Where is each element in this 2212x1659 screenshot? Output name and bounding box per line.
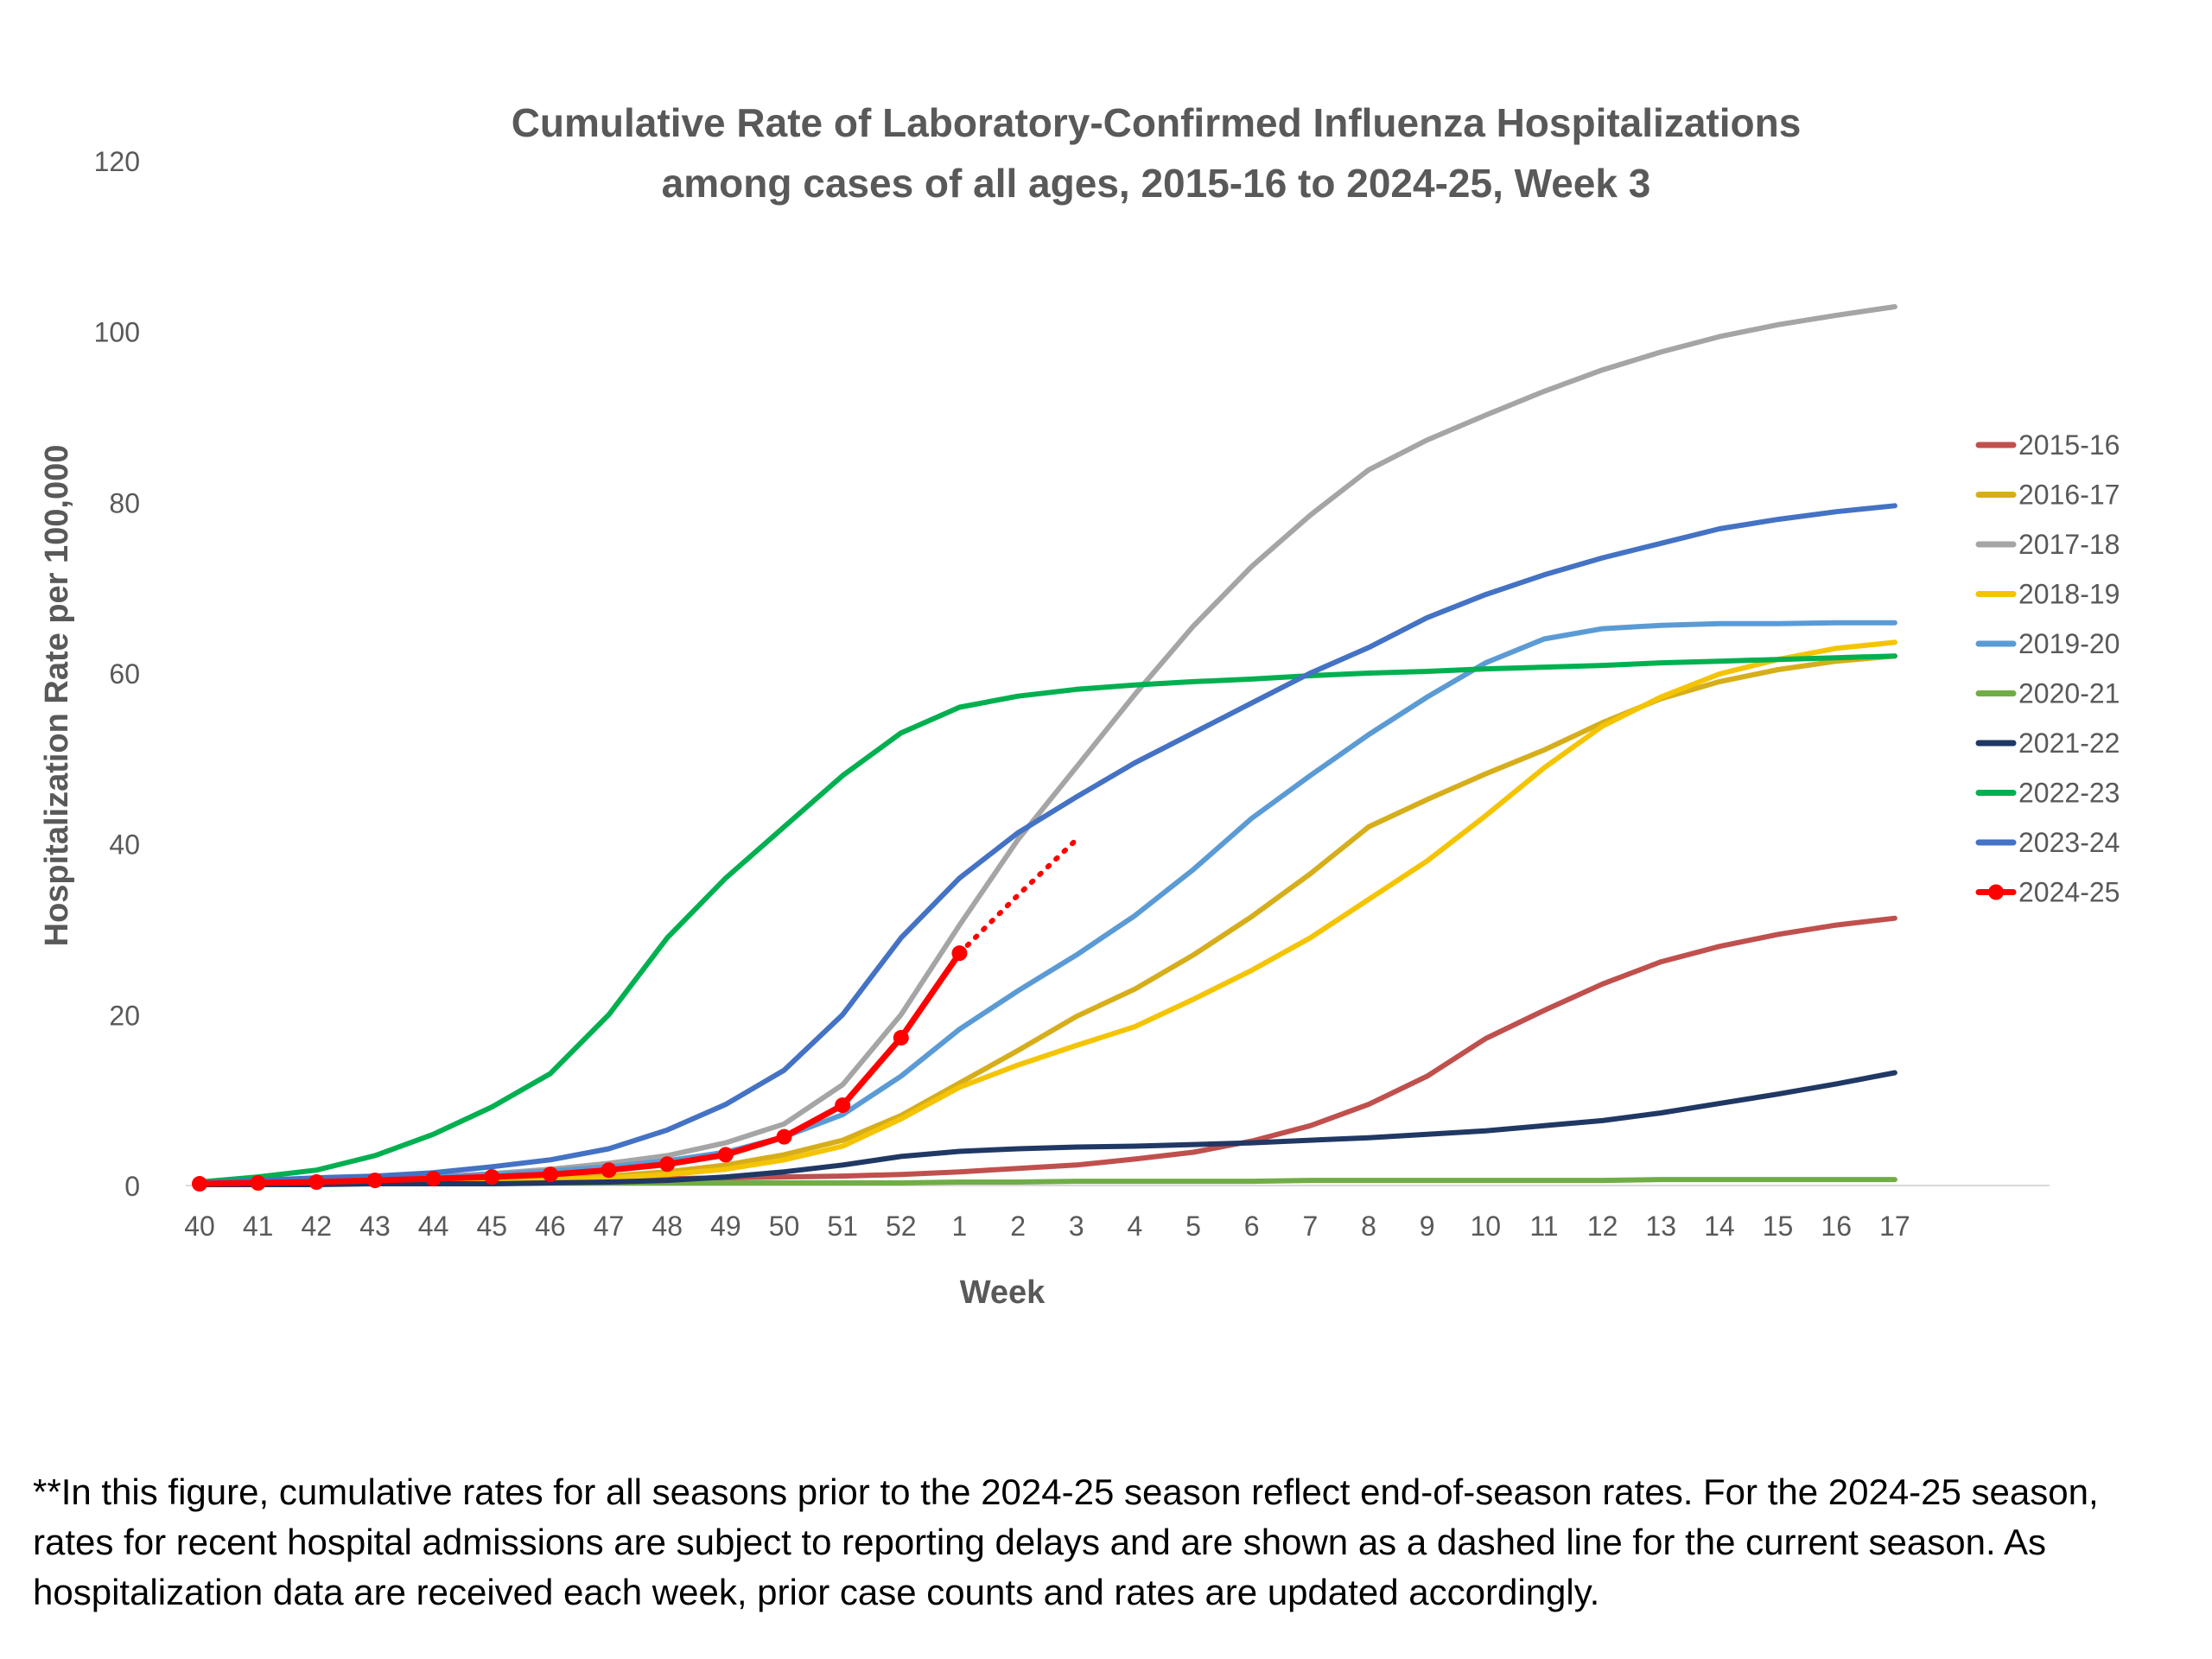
legend-label: 2016-17 xyxy=(2018,480,2120,511)
x-axis-label: Week xyxy=(960,1274,1046,1311)
x-tick-label: 41 xyxy=(243,1211,274,1242)
y-tick-label: 120 xyxy=(94,146,140,177)
series-point-2024-25 xyxy=(250,1175,266,1192)
x-tick-label: 13 xyxy=(1645,1211,1676,1242)
x-tick-label: 8 xyxy=(1361,1211,1376,1242)
x-tick-label: 14 xyxy=(1704,1211,1735,1242)
legend-label: 2020-21 xyxy=(2018,678,2120,709)
series-line-2023-24 xyxy=(197,503,1897,1185)
chart-title-line: among cases of all ages, 2015-16 to 2024… xyxy=(662,161,1651,206)
x-tick-label: 46 xyxy=(535,1211,566,1242)
x-tick-label: 10 xyxy=(1471,1211,1502,1242)
legend-label: 2024-25 xyxy=(2018,877,2120,908)
x-tick-label: 4 xyxy=(1128,1211,1143,1242)
y-axis-label: Hospitalization Rate per 100,000 xyxy=(39,445,75,947)
x-tick-label: 49 xyxy=(710,1211,741,1242)
x-tick-label: 3 xyxy=(1069,1211,1084,1242)
x-tick-label: 6 xyxy=(1244,1211,1260,1242)
chart-title-line: Cumulative Rate of Laboratory-Confirmed … xyxy=(512,100,1802,145)
series-point-2024-25 xyxy=(425,1171,442,1187)
x-tick-label: 12 xyxy=(1587,1211,1618,1242)
legend-item-2016-17: 2016-17 xyxy=(1975,480,2120,511)
y-axis-ticks: 0 20 40 60 80 100 120 xyxy=(94,146,140,1202)
series-point-2024-25 xyxy=(484,1169,500,1185)
legend-label: 2015-16 xyxy=(2018,429,2120,461)
x-tick-label: 1 xyxy=(952,1211,968,1242)
x-tick-label: 48 xyxy=(652,1211,683,1242)
series-point-2024-25 xyxy=(542,1166,558,1183)
series-point-2024-25 xyxy=(366,1173,383,1189)
series-point-2024-25 xyxy=(601,1162,617,1179)
x-tick-label: 11 xyxy=(1529,1211,1558,1242)
x-tick-label: 51 xyxy=(827,1211,858,1242)
legend-label: 2018-19 xyxy=(2018,579,2120,610)
legend-label: 2017-18 xyxy=(2018,529,2120,560)
series-line-2017-18 xyxy=(197,304,1897,1186)
y-tick-label: 20 xyxy=(109,1000,140,1031)
x-tick-label: 43 xyxy=(359,1211,391,1242)
legend-label: 2023-24 xyxy=(2018,827,2120,858)
x-axis-ticks: 40 41 42 43 44 45 46 47 48 49 50 51 52 1 2 3 4 5 6 7 8 9 10 11 1… xyxy=(184,1211,1910,1242)
series-line-2022-23 xyxy=(197,653,1897,1185)
legend-item-2024-25: 2024-25 xyxy=(1975,877,2120,908)
legend-item-2020-21: 2020-21 xyxy=(1975,678,2120,709)
legend-label: 2022-23 xyxy=(2018,778,2120,809)
x-tick-label: 9 xyxy=(1420,1211,1435,1242)
series-point-2024-25 xyxy=(951,945,968,962)
series-point-2024-25 xyxy=(776,1128,792,1145)
x-tick-label: 5 xyxy=(1185,1211,1201,1242)
series-point-2024-25 xyxy=(192,1176,207,1192)
series-line-2021-22 xyxy=(197,1070,1897,1187)
x-tick-label: 50 xyxy=(769,1211,800,1242)
series-line-2016-17 xyxy=(197,653,1897,1186)
series-line-2024-25-dotted xyxy=(957,836,1079,957)
series-point-2024-25 xyxy=(659,1156,676,1173)
legend-item-2021-22: 2021-22 xyxy=(1975,728,2120,759)
legend-label: 2021-22 xyxy=(2018,728,2120,759)
legend-item-2019-20: 2019-20 xyxy=(1975,628,2120,659)
series-lines xyxy=(192,304,1897,1192)
chart-title: Cumulative Rate of Laboratory-Confirmed … xyxy=(512,100,1802,206)
footnote: **In this figure, cumulative rates for a… xyxy=(33,1471,2099,1612)
series-point-2024-25 xyxy=(893,1030,909,1046)
x-tick-label: 40 xyxy=(184,1211,215,1242)
y-tick-label: 0 xyxy=(124,1171,140,1202)
y-tick-label: 80 xyxy=(109,487,140,518)
x-tick-label: 2 xyxy=(1010,1211,1026,1242)
x-tick-label: 17 xyxy=(1879,1211,1910,1242)
series-point-2024-25 xyxy=(308,1174,325,1191)
y-tick-label: 100 xyxy=(94,317,140,348)
x-tick-label: 7 xyxy=(1302,1211,1318,1242)
x-tick-label: 16 xyxy=(1821,1211,1852,1242)
x-tick-label: 44 xyxy=(418,1211,449,1242)
x-tick-label: 52 xyxy=(886,1211,917,1242)
x-tick-label: 45 xyxy=(476,1211,507,1242)
series-point-2024-25 xyxy=(717,1147,734,1163)
series-line-2024-25 xyxy=(196,950,963,1187)
x-tick-label: 15 xyxy=(1763,1211,1794,1242)
y-tick-label: 40 xyxy=(109,830,140,861)
series-line-2015-16 xyxy=(197,915,1897,1186)
legend-item-2023-24: 2023-24 xyxy=(1975,827,2120,858)
series-point-2024-25 xyxy=(835,1097,851,1114)
y-tick-label: 60 xyxy=(109,658,140,690)
legend-marker xyxy=(1988,884,2004,900)
legend-item-2017-18: 2017-18 xyxy=(1975,529,2120,560)
series-line-2018-19 xyxy=(197,639,1897,1186)
x-tick-label: 42 xyxy=(302,1211,333,1242)
x-tick-label: 47 xyxy=(594,1211,625,1242)
legend-label: 2019-20 xyxy=(2018,628,2120,659)
legend-item-2018-19: 2018-19 xyxy=(1975,579,2120,610)
legend-item-2015-16: 2015-16 xyxy=(1975,429,2120,461)
legend-item-2022-23: 2022-23 xyxy=(1975,778,2120,809)
legend: 2015-16 2016-17 2017-18 2018-19 2019-20 2020-… xyxy=(1975,429,2120,908)
